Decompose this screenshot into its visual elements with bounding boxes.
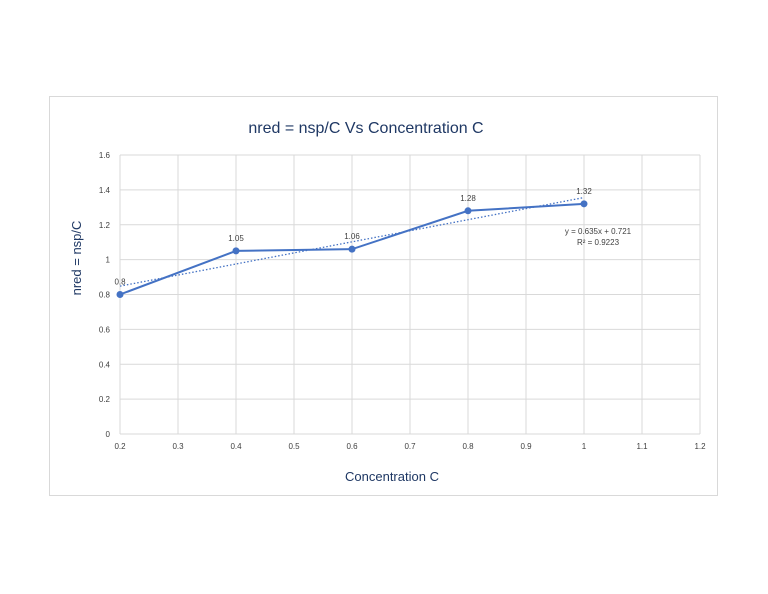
- x-tick-label: 0.9: [520, 442, 532, 451]
- y-tick-label: 0.6: [99, 325, 111, 334]
- x-axis-title: Concentration C: [345, 469, 439, 484]
- data-point: [580, 200, 588, 208]
- x-tick-label: 0.4: [230, 442, 242, 451]
- x-tick-label: 0.7: [404, 442, 416, 451]
- y-tick-label: 1.2: [99, 221, 111, 230]
- x-tick-label: 0.3: [172, 442, 184, 451]
- y-tick-label: 0.8: [99, 291, 111, 300]
- trendline-equation: y = 0.635x + 0.721: [565, 227, 632, 236]
- chart-frame: nred = nsp/C Vs Concentration C 0 0.2 0.4 0…: [49, 96, 718, 496]
- x-tick-label: 1: [582, 442, 587, 451]
- data-point: [464, 207, 472, 215]
- data-label: 1.06: [344, 232, 360, 241]
- gridlines: [119, 154, 701, 435]
- x-tick-label: 0.5: [288, 442, 300, 451]
- data-label-layer: 0.8 1.05 1.06 1.28 1.32: [114, 187, 592, 287]
- data-label: 1.32: [576, 187, 592, 196]
- x-tick-label: 0.6: [346, 442, 358, 451]
- y-tick-label: 1.6: [99, 151, 111, 160]
- y-tick-label: 0.4: [99, 360, 111, 369]
- x-tick-label: 0.2: [114, 442, 126, 451]
- axis-tick-labels: 00.20.40.60.811.21.41.60.2 0.3 0.4 0.5 0.6 0.…: [99, 151, 706, 451]
- data-label: 0.8: [114, 278, 126, 287]
- y-tick-label: 0.2: [99, 395, 111, 404]
- x-tick-label: 0.8: [462, 442, 474, 451]
- x-tick-label: 1.2: [694, 442, 706, 451]
- y-tick-label: 1.4: [99, 186, 111, 195]
- data-label: 1.28: [460, 194, 476, 203]
- data-label: 1.05: [228, 234, 244, 243]
- y-tick-label: 1: [106, 256, 111, 265]
- data-point: [116, 291, 124, 298]
- trendline-r-squared: R² = 0.9223: [577, 238, 620, 247]
- y-axis-title: nred = nsp/C: [69, 221, 84, 296]
- y-tick-label: 0: [106, 430, 111, 439]
- chart-title: nred = nsp/C Vs Concentration C: [248, 120, 483, 137]
- x-tick-label: 1.1: [636, 442, 648, 451]
- series-layer: [116, 200, 588, 298]
- data-point: [232, 247, 240, 255]
- data-point: [348, 245, 356, 253]
- line-chart: nred = nsp/C Vs Concentration C 00.20.40…: [69, 120, 706, 484]
